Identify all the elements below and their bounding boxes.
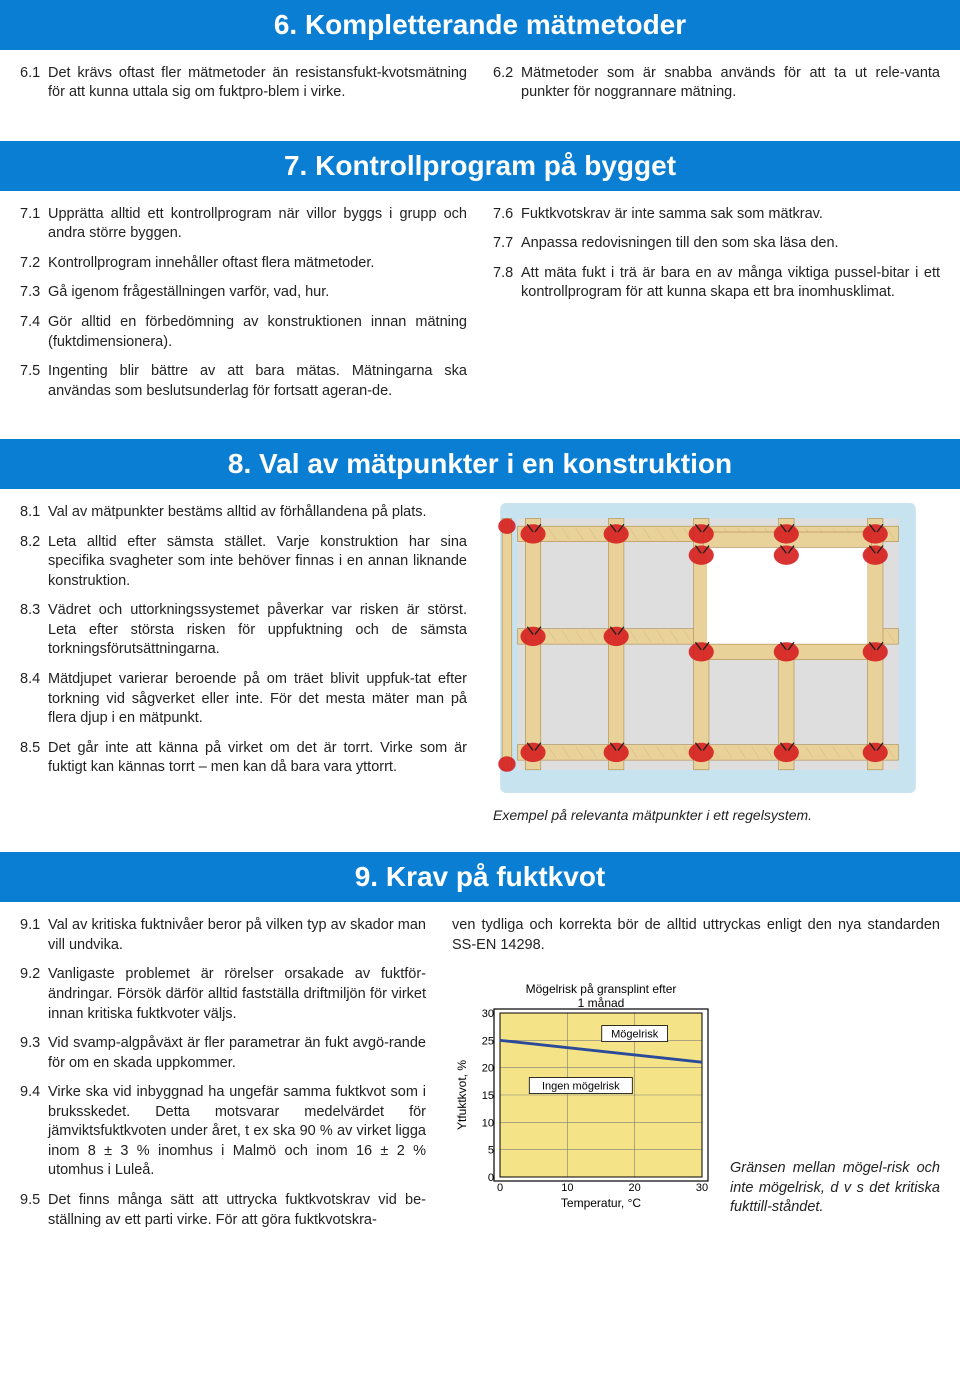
item-text: Upprätta alltid ett kontrollprogram när … [48, 205, 467, 244]
item-number: 7.2 [20, 254, 48, 274]
section-9-title: 9. Krav på fuktkvot [0, 852, 960, 902]
s9-item: 9.3Vid svamp-algpåväxt är fler parametra… [20, 1034, 426, 1073]
s9-item: 9.4Virke ska vid inbyggnad ha ungefär sa… [20, 1083, 426, 1181]
stud-diagram [493, 503, 923, 793]
svg-text:0: 0 [497, 1182, 503, 1194]
item-text: Vädret och uttorkningssystemet påverkar … [48, 601, 467, 660]
item-number: 7.8 [493, 264, 521, 303]
svg-text:30: 30 [696, 1182, 708, 1194]
section-8-title: 8. Val av mätpunkter i en konstruktion [0, 439, 960, 489]
s9-item: 9.5Det finns många sätt att uttrycka fuk… [20, 1191, 426, 1230]
item-number: 9.3 [20, 1034, 48, 1073]
section-9: 9. Krav på fuktkvot 9.1Val av kritiska f… [0, 852, 960, 1240]
s7-item: 7.6Fuktkvotskrav är inte samma sak som m… [493, 205, 940, 225]
svg-text:25: 25 [482, 1036, 494, 1048]
item-text: Val av mätpunkter bestäms alltid av förh… [48, 503, 467, 523]
section-8-figure: Exempel på relevanta mätpunkter i ett re… [493, 503, 940, 824]
item-text: Vanligaste problemet är rörelser orsakad… [48, 965, 426, 1024]
section-7: 7. Kontrollprogram på bygget 7.1Upprätta… [0, 141, 960, 417]
s9-item: 9.1Val av kritiska fuktnivåer beror på v… [20, 916, 426, 955]
svg-text:Temperatur, °C: Temperatur, °C [561, 1196, 641, 1210]
s7-item: 7.2Kontrollprogram innehåller oftast fle… [20, 254, 467, 274]
s7-item: 7.7Anpassa redovisningen till den som sk… [493, 234, 940, 254]
section-7-body: 7.1Upprätta alltid ett kontrollprogram n… [0, 191, 960, 418]
s8-item: 8.4Mätdjupet varierar beroende på om trä… [20, 670, 467, 729]
svg-text:Ingen mögelrisk: Ingen mögelrisk [542, 1081, 620, 1093]
svg-text:20: 20 [482, 1063, 494, 1075]
svg-text:5: 5 [488, 1145, 494, 1157]
svg-text:1 månad: 1 månad [578, 996, 625, 1010]
s8-item: 8.2Leta alltid efter sämsta stället. Var… [20, 533, 467, 592]
item-number: 9.1 [20, 916, 48, 955]
s7-item: 7.3Gå igenom frågeställningen varför, va… [20, 283, 467, 303]
s9-item: 9.2Vanligaste problemet är rörelser orsa… [20, 965, 426, 1024]
s7-item: 7.5Ingenting blir bättre av att bara mät… [20, 362, 467, 401]
svg-text:0: 0 [488, 1172, 494, 1184]
item-text: Fuktkvotskrav är inte samma sak som mätk… [521, 205, 940, 225]
item-text: Det finns många sätt att uttrycka fuktkv… [48, 1191, 426, 1230]
item-number: 6.2 [493, 64, 521, 103]
svg-text:Ytfuktkvot, %: Ytfuktkvot, % [455, 1060, 469, 1130]
section-9-body: 9.1Val av kritiska fuktnivåer beror på v… [0, 902, 960, 1240]
section-6-body: 6.1Det krävs oftast fler mätmetoder än r… [0, 50, 960, 119]
item-number: 9.5 [20, 1191, 48, 1230]
item-text: Mätdjupet varierar beroende på om träet … [48, 670, 467, 729]
item-number: 8.4 [20, 670, 48, 729]
item-number: 7.5 [20, 362, 48, 401]
item-text: Ingenting blir bättre av att bara mätas.… [48, 362, 467, 401]
item-number: 7.1 [20, 205, 48, 244]
item-number: 9.2 [20, 965, 48, 1024]
item-number: 9.4 [20, 1083, 48, 1181]
s7-item: 7.4Gör alltid en förbedömning av konstru… [20, 313, 467, 352]
item-text: Val av kritiska fuktnivåer beror på vilk… [48, 916, 426, 955]
svg-text:30: 30 [482, 1008, 494, 1020]
item-text: Leta alltid efter sämsta stället. Varje … [48, 533, 467, 592]
s8-item: 8.5Det går inte att känna på virket om d… [20, 739, 467, 778]
s8-item: 8.3Vädret och uttorkningssystemet påverk… [20, 601, 467, 660]
svg-text:20: 20 [629, 1182, 641, 1194]
svg-text:15: 15 [482, 1090, 494, 1102]
svg-text:Mögelrisk på gransplint efter: Mögelrisk på gransplint efter [526, 982, 677, 996]
section-7-title: 7. Kontrollprogram på bygget [0, 141, 960, 191]
item-text: Gör alltid en förbedömning av konstrukti… [48, 313, 467, 352]
section-6-title: 6. Kompletterande mätmetoder [0, 0, 960, 50]
item-number: 6.1 [20, 64, 48, 103]
item-text: Det går inte att känna på virket om det … [48, 739, 467, 778]
item-text: Kontrollprogram innehåller oftast flera … [48, 254, 467, 274]
item-number: 7.6 [493, 205, 521, 225]
item-text: Att mäta fukt i trä är bara en av många … [521, 264, 940, 303]
item-number: 8.2 [20, 533, 48, 592]
svg-text:Mögelrisk: Mögelrisk [611, 1029, 659, 1041]
section-9-side-caption: Gränsen mellan mögel-risk och inte mögel… [730, 1159, 940, 1218]
item-number: 7.3 [20, 283, 48, 303]
s7-item: 7.1Upprätta alltid ett kontrollprogram n… [20, 205, 467, 244]
mold-risk-chart: Mögelrisk på gransplint efter1 månad 0 10 2… [452, 981, 712, 1211]
section-8-caption: Exempel på relevanta mätpunkter i ett re… [493, 806, 940, 825]
item-text: Gå igenom frågeställningen varför, vad, … [48, 283, 467, 303]
item-number: 8.1 [20, 503, 48, 523]
item-number: 7.4 [20, 313, 48, 352]
s6-item: 6.1Det krävs oftast fler mätmetoder än r… [20, 64, 467, 103]
s7-item: 7.8Att mäta fukt i trä är bara en av mån… [493, 264, 940, 303]
item-text: Vid svamp-algpåväxt är fler parametrar ä… [48, 1034, 426, 1073]
svg-text:10: 10 [561, 1182, 573, 1194]
item-text: Anpassa redovisningen till den som ska l… [521, 234, 940, 254]
item-number: 8.3 [20, 601, 48, 660]
s8-item: 8.1Val av mätpunkter bestäms alltid av f… [20, 503, 467, 523]
section-6: 6. Kompletterande mätmetoder 6.1Det kräv… [0, 0, 960, 119]
item-text: Mätmetoder som är snabba används för att… [521, 64, 940, 103]
item-text: Det krävs oftast fler mätmetoder än resi… [48, 64, 467, 103]
section-8: 8. Val av mätpunkter i en konstruktion 8… [0, 439, 960, 830]
s6-item: 6.2Mätmetoder som är snabba används för … [493, 64, 940, 103]
svg-text:10: 10 [482, 1118, 494, 1130]
section-9-right-top: ven tydliga och korrekta bör de alltid u… [452, 916, 940, 955]
item-number: 7.7 [493, 234, 521, 254]
item-text: Virke ska vid inbyggnad ha ungefär samma… [48, 1083, 426, 1181]
section-8-body: 8.1Val av mätpunkter bestäms alltid av f… [0, 489, 960, 830]
item-number: 8.5 [20, 739, 48, 778]
